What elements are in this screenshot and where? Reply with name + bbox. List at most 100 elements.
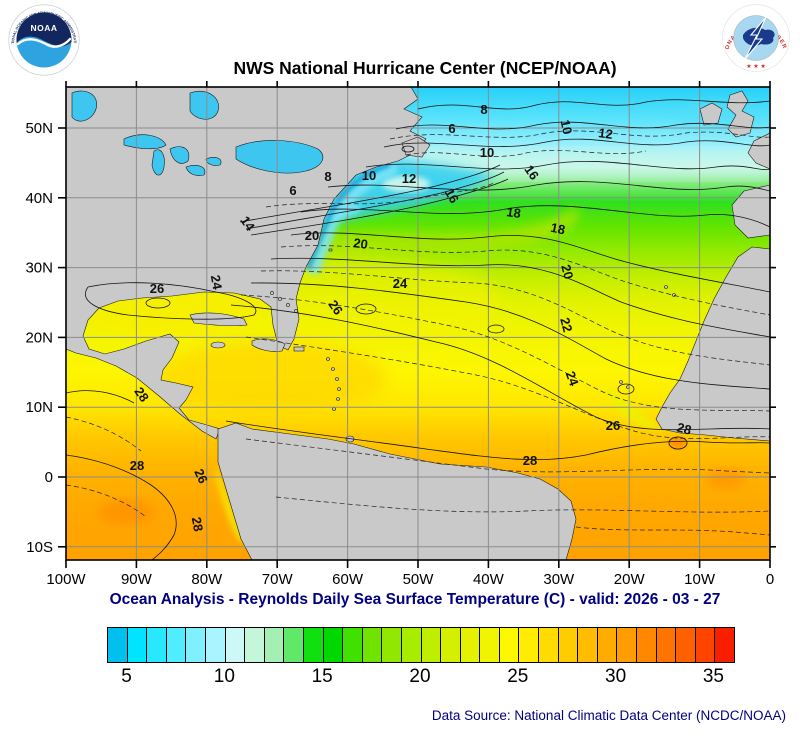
- colorbar-cell: [165, 628, 186, 662]
- data-source: Data Source: National Climatic Data Cent…: [431, 708, 786, 723]
- isotherm-label: 26: [606, 418, 620, 433]
- colorbar-cell: [518, 628, 539, 662]
- isotherm-label: 26: [150, 281, 164, 296]
- isotherm-label: 26: [325, 297, 346, 317]
- isotherm-label: 12: [402, 171, 416, 186]
- colorbar-cell: [479, 628, 499, 662]
- lat-tick-label: 50N: [25, 120, 53, 137]
- lake-huron: [169, 146, 190, 164]
- isotherm-label: 24: [208, 274, 225, 292]
- nws-cloud-icon: [743, 27, 775, 46]
- nws-stars: ★ ★ ★: [746, 63, 765, 70]
- colorbar-cell: [596, 628, 617, 662]
- isotherm-label: 16: [442, 186, 462, 206]
- south-america: [217, 422, 577, 560]
- isotherm-label: 20: [352, 235, 368, 252]
- colorbar-cell: [108, 628, 127, 662]
- lon-tick-label: 40W: [473, 571, 505, 588]
- isotherm-label: 6: [448, 121, 455, 136]
- land-masses: [66, 87, 770, 560]
- colorbar-cell: [577, 628, 597, 662]
- map-axes: 100W 90W 80W 70W 60W 50W 40W 30W 20W 10W 0 50N 40N 30…: [25, 81, 776, 588]
- colorbar-cell: [283, 628, 303, 662]
- colorbar-cell: [616, 628, 637, 662]
- jamaica: [210, 341, 226, 349]
- gulf-st-lawrence: [235, 140, 324, 174]
- colorbar-tick-labels: 5 10 15 20 25 30 35: [107, 666, 733, 690]
- isotherm-label: 28: [131, 384, 152, 404]
- colorbar-cell: [185, 628, 205, 662]
- colorbar-cell: [400, 628, 421, 662]
- colorbar-cell: [342, 628, 362, 662]
- colorbar-cell: [459, 628, 480, 662]
- lat-tick-label: 0: [45, 469, 53, 486]
- isotherms-dashed: [66, 130, 770, 536]
- isotherm-label: 28: [675, 420, 693, 438]
- colorbar-tick-label: 5: [121, 666, 132, 687]
- colorbar-cell: [146, 628, 166, 662]
- lon-tick-label: 20W: [614, 571, 646, 588]
- isotherm-label: 28: [189, 516, 206, 533]
- lat-tick-label: 10S: [26, 539, 53, 556]
- isotherm-label: 16: [521, 162, 542, 182]
- lake-erie: [185, 165, 206, 176]
- colorbar-cell: [322, 628, 343, 662]
- colorbar-tick-label: 10: [213, 666, 235, 687]
- isotherm-label: 12: [597, 125, 613, 142]
- colorbar-tick-label: 25: [507, 666, 529, 687]
- isotherm-label: 20: [558, 263, 576, 281]
- map-subtitle: Ocean Analysis - Reynolds Daily Sea Surf…: [109, 591, 721, 608]
- noaa-logo: NATIONAL OCEANIC AND ATMOSPHERIC ADMINIS…: [8, 4, 80, 76]
- colorbar-cell: [244, 628, 264, 662]
- lon-tick-label: 60W: [332, 571, 364, 588]
- isotherm-label: 8: [480, 102, 487, 117]
- colorbar-tick-label: 35: [702, 666, 725, 687]
- africa: [655, 246, 770, 442]
- colorbar-cell: [263, 628, 284, 662]
- isotherm-label: 18: [505, 204, 521, 221]
- colorbar-cell: [440, 628, 460, 662]
- ireland: [699, 102, 723, 126]
- colorbar-cell: [126, 628, 147, 662]
- isotherm-label: 28: [130, 458, 144, 473]
- colorbar-tick-label: 30: [605, 666, 627, 687]
- isotherm-label: 28: [523, 453, 537, 468]
- colorbar-cell: [498, 628, 519, 662]
- colorbar-cell: [361, 628, 382, 662]
- lat-tick-label: 10N: [25, 399, 53, 416]
- colorbar-cell: [655, 628, 676, 662]
- lon-tick-label: 100W: [46, 571, 86, 588]
- colorbar-cell: [557, 628, 578, 662]
- lake-michigan: [151, 149, 165, 176]
- colorbar: [107, 627, 735, 663]
- colorbar-cell: [302, 628, 323, 662]
- sst-map: 6 8 10 12 10 16 16 18 18 6 8 10 12 14 20 20 24 26 24 26 20 22…: [25, 81, 776, 588]
- colorbar-cell: [538, 628, 558, 662]
- colorbar-tick-label: 15: [311, 666, 333, 687]
- france: [747, 132, 770, 170]
- isotherm-label: 26: [191, 466, 211, 485]
- hudson-bay: [71, 90, 97, 122]
- colorbar-cell: [694, 628, 715, 662]
- isotherm-label: 18: [549, 220, 566, 238]
- lon-tick-label: 10W: [684, 571, 716, 588]
- isotherm-label: 22: [557, 316, 575, 334]
- isotherm-label: 8: [324, 169, 331, 184]
- isotherm-label: 10: [480, 145, 494, 160]
- isotherms-solid: [66, 99, 770, 560]
- lat-tick-label: 40N: [25, 190, 53, 207]
- lat-tick-label: 30N: [25, 260, 53, 277]
- isotherm-label: 24: [563, 369, 582, 388]
- colorbar-tick-label: 20: [409, 666, 431, 687]
- nws-lightning-icon: [744, 16, 767, 60]
- isotherm-label: 10: [558, 118, 576, 135]
- bermuda: [328, 248, 333, 252]
- colorbar-cell: [714, 628, 734, 662]
- noaa-gull-icon: [16, 37, 72, 48]
- colorbar-cell: [224, 628, 245, 662]
- lat-tick-label: 20N: [25, 329, 53, 346]
- colorbar-cell: [675, 628, 695, 662]
- lon-tick-label: 80W: [191, 571, 223, 588]
